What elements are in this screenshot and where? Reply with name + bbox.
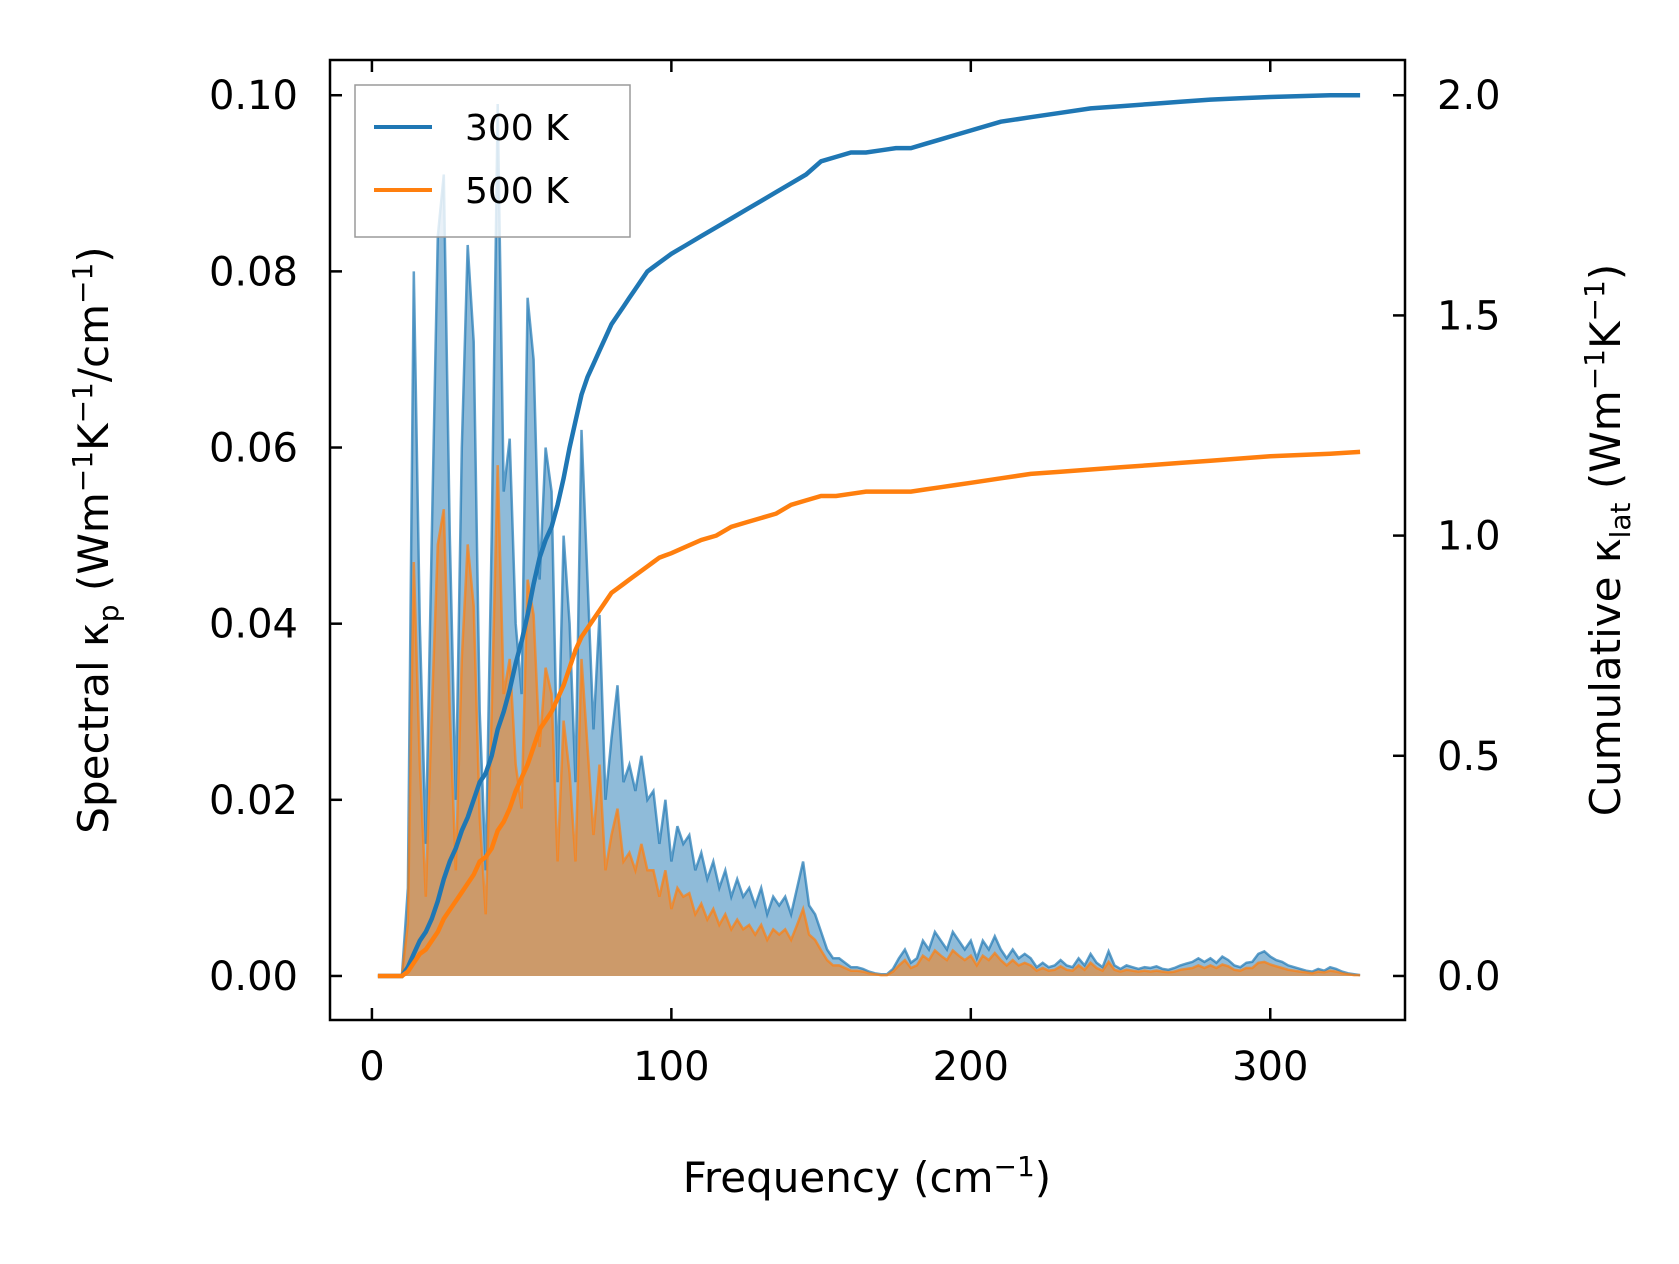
spectral-line-500k: [377, 465, 1361, 978]
right-y-tick-label: 0.0: [1437, 954, 1501, 1000]
cumulative-line-500k: [377, 449, 1361, 979]
cumulative-line-300k: [377, 92, 1361, 979]
legend: 300 K 500 K: [354, 84, 631, 238]
x-tick-label: 200: [933, 1044, 1009, 1090]
spectral-fill-500k: [377, 465, 1361, 976]
spectral-fills: [377, 104, 1361, 976]
right-y-tick-label: 1.0: [1437, 514, 1501, 560]
x-tick-label: 0: [359, 1044, 384, 1090]
legend-label-300k: 300 K: [465, 108, 570, 149]
right-y-tick-label: 0.5: [1437, 734, 1501, 780]
plot-frame: [328, 58, 1407, 1022]
data-lines: [377, 92, 1361, 979]
left-y-tick-label: 0.02: [209, 778, 298, 824]
left-y-tick-label: 0.04: [209, 602, 298, 648]
legend-box: [354, 84, 631, 238]
right-y-axis-title: Cumulative κlat (Wm−1K−1): [1578, 264, 1637, 816]
legend-label-500k: 500 K: [465, 171, 570, 212]
right-y-tick-label: 1.5: [1437, 293, 1501, 339]
left-y-tick-label: 0.08: [209, 249, 298, 295]
left-y-tick-label: 0.06: [209, 426, 298, 472]
left-y-tick-label: 0.00: [209, 954, 298, 1000]
left-y-tick-label: 0.10: [209, 73, 298, 119]
right-y-tick-label: 2.0: [1437, 73, 1501, 119]
x-tick-label: 300: [1232, 1044, 1308, 1090]
x-axis-title: Frequency (cm−1): [683, 1150, 1051, 1202]
left-y-axis-ticks: 0.00 0.02 0.04 0.06 0.08 0.10: [209, 73, 342, 1000]
x-tick-label: 100: [633, 1044, 709, 1090]
right-y-axis-ticks: 0.0 0.5 1.0 1.5 2.0: [1393, 73, 1501, 1000]
left-y-axis-title: Spectral κp (Wm−1K−1/cm−1): [66, 246, 125, 833]
x-axis-ticks: 0 100 200 300: [359, 60, 1308, 1090]
